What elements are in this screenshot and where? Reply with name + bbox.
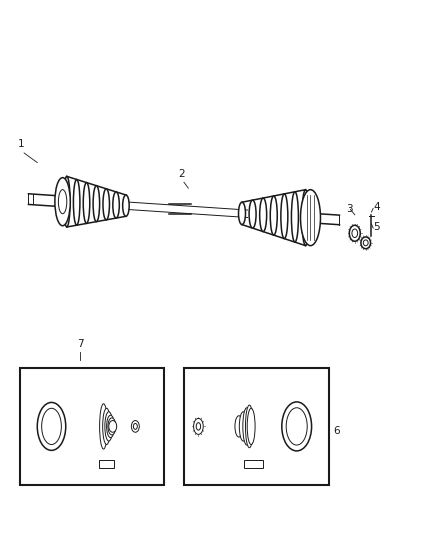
- Text: 7: 7: [77, 339, 84, 349]
- Text: 1: 1: [18, 139, 25, 149]
- Ellipse shape: [286, 408, 307, 445]
- Ellipse shape: [113, 192, 119, 218]
- Ellipse shape: [102, 408, 110, 445]
- Text: 5: 5: [373, 222, 380, 231]
- Ellipse shape: [105, 411, 113, 441]
- Ellipse shape: [363, 240, 368, 246]
- Ellipse shape: [131, 421, 139, 432]
- Ellipse shape: [243, 408, 251, 445]
- Ellipse shape: [55, 177, 70, 226]
- Ellipse shape: [282, 402, 311, 451]
- Ellipse shape: [64, 176, 70, 227]
- Ellipse shape: [245, 405, 253, 448]
- Ellipse shape: [83, 183, 90, 223]
- Ellipse shape: [109, 421, 117, 432]
- Ellipse shape: [361, 237, 371, 249]
- Ellipse shape: [196, 423, 201, 430]
- Ellipse shape: [352, 229, 357, 238]
- Text: 6: 6: [333, 426, 339, 436]
- Ellipse shape: [300, 190, 321, 246]
- Text: 4: 4: [373, 202, 380, 212]
- Ellipse shape: [247, 408, 255, 445]
- Ellipse shape: [103, 189, 110, 220]
- Ellipse shape: [108, 418, 116, 435]
- Ellipse shape: [350, 225, 360, 241]
- Ellipse shape: [74, 180, 80, 225]
- Ellipse shape: [37, 402, 66, 450]
- Ellipse shape: [302, 190, 309, 246]
- Ellipse shape: [235, 416, 243, 437]
- Ellipse shape: [249, 200, 256, 228]
- Bar: [184, 368, 328, 485]
- Ellipse shape: [58, 190, 67, 214]
- Ellipse shape: [194, 418, 203, 434]
- Ellipse shape: [239, 411, 247, 441]
- Ellipse shape: [260, 198, 267, 232]
- Ellipse shape: [123, 195, 129, 216]
- Ellipse shape: [99, 404, 107, 449]
- Text: 3: 3: [346, 204, 353, 214]
- Ellipse shape: [291, 192, 298, 242]
- Ellipse shape: [42, 408, 61, 445]
- Ellipse shape: [270, 196, 277, 235]
- Ellipse shape: [93, 185, 99, 222]
- Bar: [244, 459, 263, 468]
- Ellipse shape: [239, 202, 245, 224]
- Ellipse shape: [281, 194, 288, 239]
- Ellipse shape: [106, 415, 114, 438]
- Bar: [20, 368, 164, 485]
- Bar: [99, 460, 114, 467]
- Text: 2: 2: [178, 168, 185, 179]
- Ellipse shape: [133, 423, 137, 430]
